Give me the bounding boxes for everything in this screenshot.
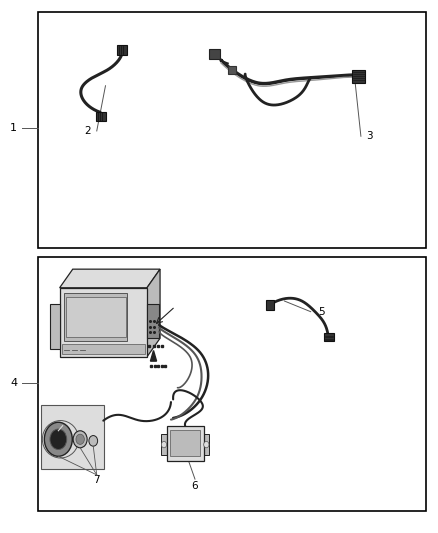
Bar [266,300,275,310]
Text: 5: 5 [318,306,325,317]
Bar [117,45,127,55]
Circle shape [204,441,209,448]
Bar [170,430,200,456]
Bar [66,297,126,337]
Bar [228,66,236,74]
Circle shape [89,435,98,446]
Circle shape [50,429,67,449]
Polygon shape [150,351,156,361]
Text: 1: 1 [10,123,17,133]
Bar [64,293,127,341]
Bar [352,69,365,83]
Bar [38,257,426,511]
Polygon shape [147,269,160,357]
Circle shape [76,434,85,445]
Bar [209,49,220,59]
Bar [96,112,106,122]
Bar [38,12,426,248]
Polygon shape [60,269,160,288]
Circle shape [44,422,72,456]
Text: 6: 6 [192,481,198,490]
Bar [50,304,60,349]
Bar [166,426,204,461]
Circle shape [161,441,166,448]
Circle shape [73,431,87,448]
Text: 7: 7 [93,475,100,485]
Text: 4: 4 [10,378,18,389]
Bar [60,288,147,357]
Text: 2: 2 [85,126,92,136]
Bar [147,304,159,338]
Bar [204,434,209,455]
Bar [62,344,145,354]
Bar [41,405,104,469]
Bar [324,334,334,341]
Text: 3: 3 [366,131,373,141]
Bar [161,434,166,455]
